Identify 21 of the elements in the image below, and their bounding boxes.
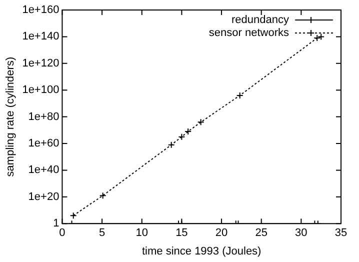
y-tick-label: 1e+100	[22, 84, 60, 96]
legend-label: sensor networks	[208, 27, 290, 40]
x-tick-label: 0	[59, 227, 66, 240]
y-tick-label: 1e+140	[22, 30, 60, 43]
x-tick-label: 15	[176, 227, 188, 240]
y-tick-label: 1e+160	[22, 4, 60, 16]
x-tick-label: 10	[136, 227, 148, 240]
x-tick-label: 20	[215, 227, 228, 240]
y-axis-title: sampling rate (cylinders)	[4, 56, 17, 177]
y-tick-label: 1e+60	[28, 138, 60, 150]
y-tick-label: 1	[53, 218, 60, 230]
legend-label: redundancy	[232, 14, 290, 26]
y-tick-label: 1e+120	[22, 57, 60, 70]
y-tick-label: 1e+80	[28, 110, 60, 123]
x-tick-label: 30	[295, 227, 308, 240]
y-tick-label: 1e+20	[28, 190, 60, 203]
x-tick-label: 25	[255, 227, 268, 240]
x-tick-label: 5	[98, 227, 106, 240]
x-axis-title: time since 1993 (Joules)	[142, 245, 262, 258]
x-tick-label: 35	[334, 227, 348, 240]
y-tick-label: 1e+40	[28, 164, 60, 176]
